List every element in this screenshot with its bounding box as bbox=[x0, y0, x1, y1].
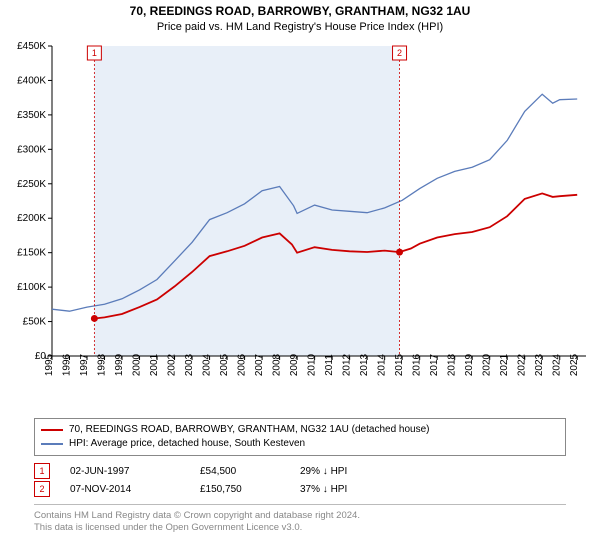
footer: Contains HM Land Registry data © Crown c… bbox=[34, 510, 566, 535]
svg-text:1996: 1996 bbox=[62, 353, 73, 376]
svg-text:2015: 2015 bbox=[394, 353, 405, 376]
title-address: 70, REEDINGS ROAD, BARROWBY, GRANTHAM, N… bbox=[0, 4, 600, 20]
svg-text:£250K: £250K bbox=[17, 179, 46, 190]
svg-text:2002: 2002 bbox=[167, 353, 178, 376]
svg-text:£150K: £150K bbox=[17, 248, 46, 259]
sale-date: 07-NOV-2014 bbox=[70, 484, 200, 495]
svg-text:2: 2 bbox=[397, 48, 402, 58]
svg-text:£300K: £300K bbox=[17, 144, 46, 155]
chart-svg: £0£50K£100K£150K£200K£250K£300K£350K£400… bbox=[8, 40, 592, 410]
svg-text:2003: 2003 bbox=[184, 353, 195, 376]
sale-delta: 29% ↓ HPI bbox=[300, 466, 440, 477]
sale-marker-icon: 1 bbox=[34, 463, 50, 479]
svg-text:1997: 1997 bbox=[79, 353, 90, 376]
svg-text:1995: 1995 bbox=[44, 353, 55, 376]
svg-text:£50K: £50K bbox=[23, 317, 47, 328]
svg-text:2008: 2008 bbox=[272, 353, 283, 376]
svg-text:£350K: £350K bbox=[17, 110, 46, 121]
sale-price: £54,500 bbox=[200, 466, 300, 477]
title-sub: Price paid vs. HM Land Registry's House … bbox=[0, 20, 600, 34]
sale-delta: 37% ↓ HPI bbox=[300, 484, 440, 495]
legend-label: 70, REEDINGS ROAD, BARROWBY, GRANTHAM, N… bbox=[69, 423, 430, 437]
svg-text:2010: 2010 bbox=[307, 353, 318, 376]
sale-row: 1 02-JUN-1997 £54,500 29% ↓ HPI bbox=[34, 462, 566, 480]
svg-text:2024: 2024 bbox=[552, 353, 563, 376]
svg-text:2025: 2025 bbox=[569, 353, 580, 376]
legend: 70, REEDINGS ROAD, BARROWBY, GRANTHAM, N… bbox=[34, 418, 566, 456]
svg-text:2004: 2004 bbox=[202, 353, 213, 376]
svg-text:2018: 2018 bbox=[447, 353, 458, 376]
svg-text:2005: 2005 bbox=[219, 353, 230, 376]
svg-text:£450K: £450K bbox=[17, 41, 46, 52]
legend-item: HPI: Average price, detached house, Sout… bbox=[41, 437, 559, 451]
legend-label: HPI: Average price, detached house, Sout… bbox=[69, 437, 305, 451]
sale-marker-icon: 2 bbox=[34, 481, 50, 497]
svg-text:2023: 2023 bbox=[534, 353, 545, 376]
sale-price: £150,750 bbox=[200, 484, 300, 495]
svg-text:£100K: £100K bbox=[17, 282, 46, 293]
svg-text:2014: 2014 bbox=[377, 353, 388, 376]
svg-text:2011: 2011 bbox=[324, 354, 335, 376]
svg-text:2021: 2021 bbox=[499, 353, 510, 376]
sales-table: 1 02-JUN-1997 £54,500 29% ↓ HPI 2 07-NOV… bbox=[34, 462, 566, 498]
chart: £0£50K£100K£150K£200K£250K£300K£350K£400… bbox=[8, 40, 592, 410]
svg-text:£400K: £400K bbox=[17, 75, 46, 86]
svg-text:2013: 2013 bbox=[359, 353, 370, 376]
svg-text:2012: 2012 bbox=[342, 353, 353, 376]
footer-line: Contains HM Land Registry data © Crown c… bbox=[34, 510, 566, 522]
svg-text:2022: 2022 bbox=[517, 353, 528, 376]
footer-line: This data is licensed under the Open Gov… bbox=[34, 522, 566, 534]
chart-container: 70, REEDINGS ROAD, BARROWBY, GRANTHAM, N… bbox=[0, 0, 600, 560]
sale-date: 02-JUN-1997 bbox=[70, 466, 200, 477]
legend-swatch bbox=[41, 443, 63, 445]
svg-text:2016: 2016 bbox=[412, 353, 423, 376]
sale-row: 2 07-NOV-2014 £150,750 37% ↓ HPI bbox=[34, 480, 566, 498]
svg-text:2017: 2017 bbox=[429, 353, 440, 376]
svg-text:2000: 2000 bbox=[132, 353, 143, 376]
legend-item: 70, REEDINGS ROAD, BARROWBY, GRANTHAM, N… bbox=[41, 423, 559, 437]
svg-text:2020: 2020 bbox=[482, 353, 493, 376]
svg-text:2019: 2019 bbox=[464, 353, 475, 376]
svg-text:£200K: £200K bbox=[17, 213, 46, 224]
svg-text:1: 1 bbox=[92, 48, 97, 58]
svg-text:1998: 1998 bbox=[97, 353, 108, 376]
svg-text:2006: 2006 bbox=[237, 353, 248, 376]
svg-text:2009: 2009 bbox=[289, 353, 300, 376]
svg-text:2001: 2001 bbox=[149, 353, 160, 376]
svg-text:1999: 1999 bbox=[114, 353, 125, 376]
legend-swatch bbox=[41, 429, 63, 431]
svg-text:2007: 2007 bbox=[254, 353, 265, 376]
titles: 70, REEDINGS ROAD, BARROWBY, GRANTHAM, N… bbox=[0, 0, 600, 34]
divider bbox=[34, 504, 566, 505]
